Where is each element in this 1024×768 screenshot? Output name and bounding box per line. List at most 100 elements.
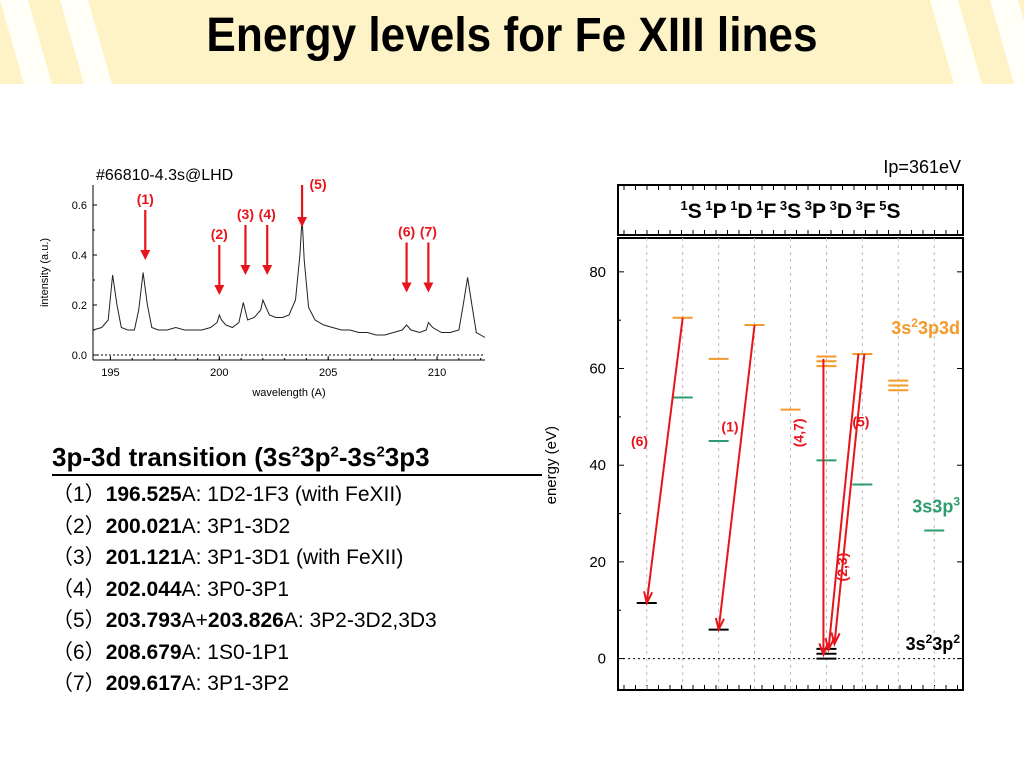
transition-label: (5) xyxy=(852,414,869,430)
item-number: （1） xyxy=(52,483,106,506)
item-number: （5） xyxy=(52,609,106,632)
transition-list-item: （1）196.525A: 1D2-1F3 (with FeXII) xyxy=(52,480,548,510)
annotation-label: (1) xyxy=(137,191,154,207)
term-superscript: 3 xyxy=(801,198,812,213)
annotation-label: (2) xyxy=(211,226,228,242)
y-tick-label: 0.6 xyxy=(72,200,87,212)
transition-list-heading: 3p-3d transition (3s23p2-3s23p3 xyxy=(52,440,542,476)
transition-arrow xyxy=(717,324,756,630)
term-superscript: 1 xyxy=(680,198,687,213)
annotation-label: (5) xyxy=(310,176,327,192)
ip-label: Ip=361eV xyxy=(883,157,961,177)
item-transition: A: 3P1-3D1 (with FeXII) xyxy=(181,546,404,569)
term-header-box xyxy=(617,184,964,236)
annotation-arrowhead xyxy=(262,265,273,275)
x-tick-label: 200 xyxy=(210,367,228,379)
y-tick-label: 0.4 xyxy=(72,250,87,262)
item-number: （2） xyxy=(52,514,106,538)
term-letter: P xyxy=(812,200,826,223)
transition-arrow xyxy=(833,353,866,645)
transition-label: (6) xyxy=(631,433,648,449)
term-letter: F xyxy=(763,200,776,223)
title-banner: Energy levels for Fe XIII lines xyxy=(0,0,1024,84)
item-joiner: A+ xyxy=(181,609,208,632)
y-axis-label: intensity (a.u.) xyxy=(39,238,51,307)
transition-arrowhead xyxy=(714,617,725,633)
heading-text: 3p-3d transition (3s xyxy=(52,442,292,472)
transition-label: (4,7) xyxy=(790,418,806,447)
config-superscript: 2 xyxy=(911,316,918,330)
banner-stripes xyxy=(0,0,1024,84)
annotation-arrowhead xyxy=(423,282,434,293)
term-letter: P xyxy=(713,200,727,223)
annotation-label: (4) xyxy=(259,206,276,222)
annotation-arrowhead xyxy=(214,285,225,295)
item-wavelength: 200.021 xyxy=(105,514,182,538)
item-transition: A: 3P2-3D2,3D3 xyxy=(283,609,437,632)
term-letter: D xyxy=(837,200,852,223)
term-superscript: 3 xyxy=(826,198,837,213)
annotation-arrowhead xyxy=(401,282,412,293)
item-number: （6） xyxy=(52,640,106,664)
energy-tick-label: 40 xyxy=(589,457,606,474)
x-axis-label: wavelength (A) xyxy=(251,387,325,399)
term-superscript: 3 xyxy=(852,198,863,213)
heading-text: -3s xyxy=(338,442,377,472)
transition-label: (1) xyxy=(721,419,738,435)
term-letter: S xyxy=(887,200,901,223)
transition-arrowhead xyxy=(824,637,835,653)
energy-axis-label: energy (eV) xyxy=(543,426,560,504)
item-transition: A: 3P1-3P2 xyxy=(181,672,290,695)
item-wavelength: 202.044 xyxy=(105,577,182,601)
energy-tick-label: 60 xyxy=(589,361,606,378)
term-letter: F xyxy=(863,200,876,223)
transition-arrow xyxy=(827,353,860,650)
banner-stripe xyxy=(930,0,982,84)
transition-arrowhead xyxy=(830,632,841,647)
config-superscript: 2 xyxy=(953,632,960,646)
transition-list-item: （4）202.044A: 3P0-3P1 xyxy=(52,575,548,605)
energy-tick-label: 80 xyxy=(589,264,606,281)
banner-stripe xyxy=(60,0,112,84)
item-number: （4） xyxy=(52,577,106,601)
item-wavelength: 196.525 xyxy=(105,483,182,506)
y-tick-label: 0.2 xyxy=(72,300,87,312)
energy-tick-label: 0 xyxy=(598,651,606,668)
item-transition: A: 3P1-3D2 xyxy=(181,514,291,538)
energy-tick-label: 20 xyxy=(589,554,606,571)
config-text: 3s xyxy=(891,318,911,338)
configuration-label: 3s23p3d xyxy=(891,316,960,338)
x-tick-label: 210 xyxy=(428,367,446,379)
term-superscript: 3 xyxy=(776,198,787,213)
config-superscript: 2 xyxy=(926,632,933,646)
transition-list-item: （6）208.679A: 1S0-1P1 xyxy=(52,638,548,668)
transition-list-item: （3）201.121A: 3P1-3D1 (with FeXII) xyxy=(52,543,548,573)
configuration-label: 3s3p3 xyxy=(912,495,960,517)
annotation-arrowhead xyxy=(140,250,151,260)
y-tick-label: 0.0 xyxy=(72,350,87,362)
transition-list-item: （5）203.793A+203.826A: 3P2-3D2,3D3 xyxy=(52,606,548,636)
banner-stripe xyxy=(0,0,52,84)
term-superscript: 1 xyxy=(753,198,764,213)
heading-text: 3p3 xyxy=(384,442,430,472)
item-transition: A: 1D2-1F3 (with FeXII) xyxy=(181,483,403,506)
slide-title: Energy levels for Fe XIII lines xyxy=(206,9,818,62)
item-wavelength: 208.679 xyxy=(105,640,182,664)
item-wavelength: 201.121 xyxy=(105,546,182,569)
x-tick-label: 195 xyxy=(101,367,119,379)
annotation-label: (6) xyxy=(398,224,415,240)
term-letter: S xyxy=(787,200,801,223)
term-superscript: 1 xyxy=(702,198,713,213)
term-letter: D xyxy=(737,200,752,223)
item-number: （7） xyxy=(52,672,106,695)
transition-arrowhead xyxy=(643,591,654,606)
config-text: 3p3d xyxy=(918,318,960,338)
item-wavelength: 209.617 xyxy=(105,672,182,695)
annotation-arrowhead xyxy=(240,265,251,275)
term-superscript: 5 xyxy=(876,198,887,213)
term-labels: 1S 1P 1D 1F 3S 3P 3D 3F 5S xyxy=(680,198,900,223)
transition-arrowhead xyxy=(818,643,829,658)
item-transition: A: 1S0-1P1 xyxy=(181,640,290,664)
item-number: （3） xyxy=(52,546,106,569)
